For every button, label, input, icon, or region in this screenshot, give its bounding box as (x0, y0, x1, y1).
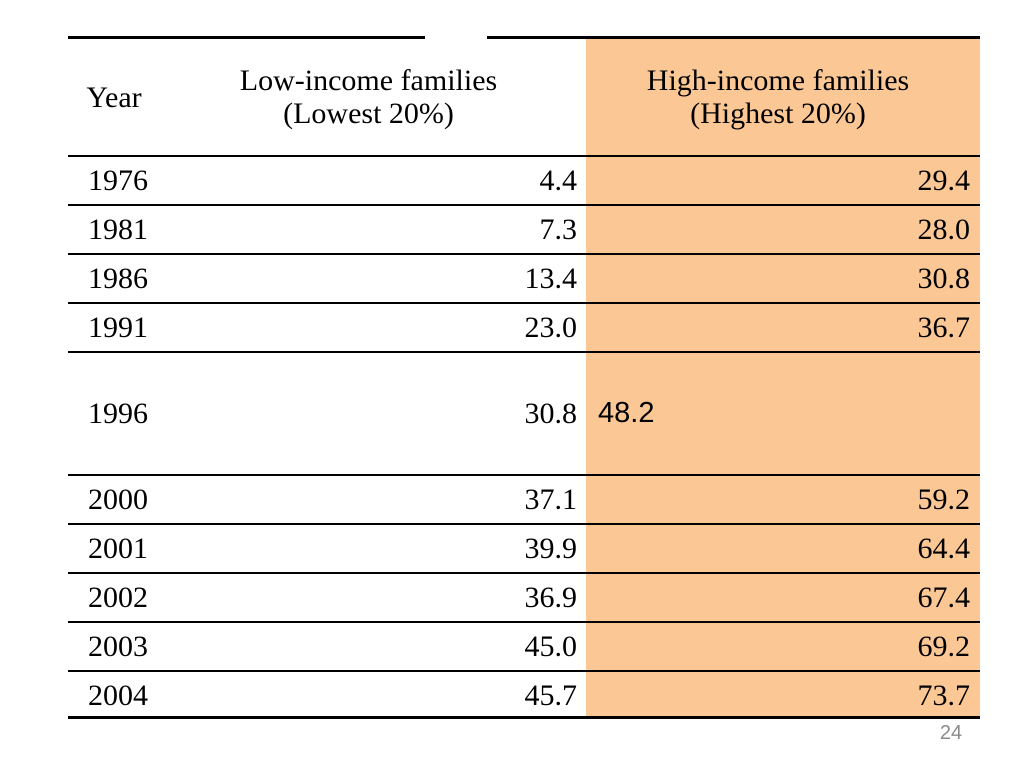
low-income-value-cell: 39.9 (524, 532, 578, 565)
low-income-value-cell: 23.0 (524, 311, 578, 344)
table-header-row: Year Low-income families (Lowest 20%) Hi… (68, 39, 980, 155)
high-income-value-cell: 30.8 (917, 262, 971, 295)
year-cell: 1996 (88, 397, 148, 430)
header-cell-high-income: High-income families (Highest 20%) (586, 39, 980, 155)
page-number: 24 (939, 722, 963, 744)
high-income-value-cell: 69.2 (917, 630, 971, 663)
year-cell: 1991 (88, 311, 148, 344)
year-cell: 2002 (88, 581, 148, 614)
high-income-value-cell-edited: 48.2 (598, 396, 655, 429)
low-income-value-cell: 30.8 (524, 397, 578, 430)
low-income-value-cell: 7.3 (539, 213, 578, 246)
top-border-segment-right (487, 36, 980, 39)
year-cell: 2003 (88, 630, 148, 663)
table-row: 2001 39.9 64.4 (68, 523, 980, 572)
high-income-value-cell: 73.7 (917, 679, 971, 712)
year-cell: 1986 (88, 262, 148, 295)
table-row: 2003 45.0 69.2 (68, 621, 980, 670)
high-income-value-cell: 29.4 (917, 164, 971, 197)
low-income-value-cell: 45.0 (524, 630, 578, 663)
low-income-value-cell: 37.1 (524, 483, 578, 516)
table-row: 2000 37.1 59.2 (68, 474, 980, 523)
high-income-value-cell: 36.7 (917, 311, 971, 344)
low-income-value-cell: 36.9 (524, 581, 578, 614)
income-data-table: Year Low-income families (Lowest 20%) Hi… (68, 36, 980, 719)
header-cell-low-income: Low-income families (Lowest 20%) (160, 39, 586, 155)
table-row: 2002 36.9 67.4 (68, 572, 980, 621)
top-border-segment-left (68, 36, 425, 39)
year-cell: 2001 (88, 532, 148, 565)
table-row: 1981 7.3 28.0 (68, 204, 980, 253)
header-low-income-label: Low-income families (Lowest 20%) (239, 64, 498, 130)
high-income-value-cell: 59.2 (917, 483, 971, 516)
low-income-value-cell: 45.7 (524, 679, 578, 712)
year-cell: 1976 (88, 164, 148, 197)
low-income-value-cell: 4.4 (539, 164, 578, 197)
header-high-income-label: High-income families (Highest 20%) (646, 64, 910, 130)
table-row: 1976 4.4 29.4 (68, 155, 980, 204)
low-income-value-cell: 13.4 (524, 262, 578, 295)
high-income-value-cell: 67.4 (917, 581, 971, 614)
high-income-value-cell: 28.0 (917, 213, 971, 246)
year-cell: 2000 (88, 483, 148, 516)
table-row: 1986 13.4 30.8 (68, 253, 980, 302)
year-cell: 1981 (88, 213, 148, 246)
high-income-value-cell: 64.4 (917, 532, 971, 565)
table-row-1996-tall: 1996 30.8 48.2 (68, 351, 980, 474)
table-rows: Year Low-income families (Lowest 20%) Hi… (68, 39, 980, 719)
header-cell-year: Year (68, 39, 160, 155)
table-row: 2004 45.7 73.7 (68, 670, 980, 719)
highlight-column-background (586, 39, 980, 716)
header-year-label: Year (86, 80, 142, 114)
year-cell: 2004 (88, 679, 148, 712)
table-row: 1991 23.0 36.7 (68, 302, 980, 351)
